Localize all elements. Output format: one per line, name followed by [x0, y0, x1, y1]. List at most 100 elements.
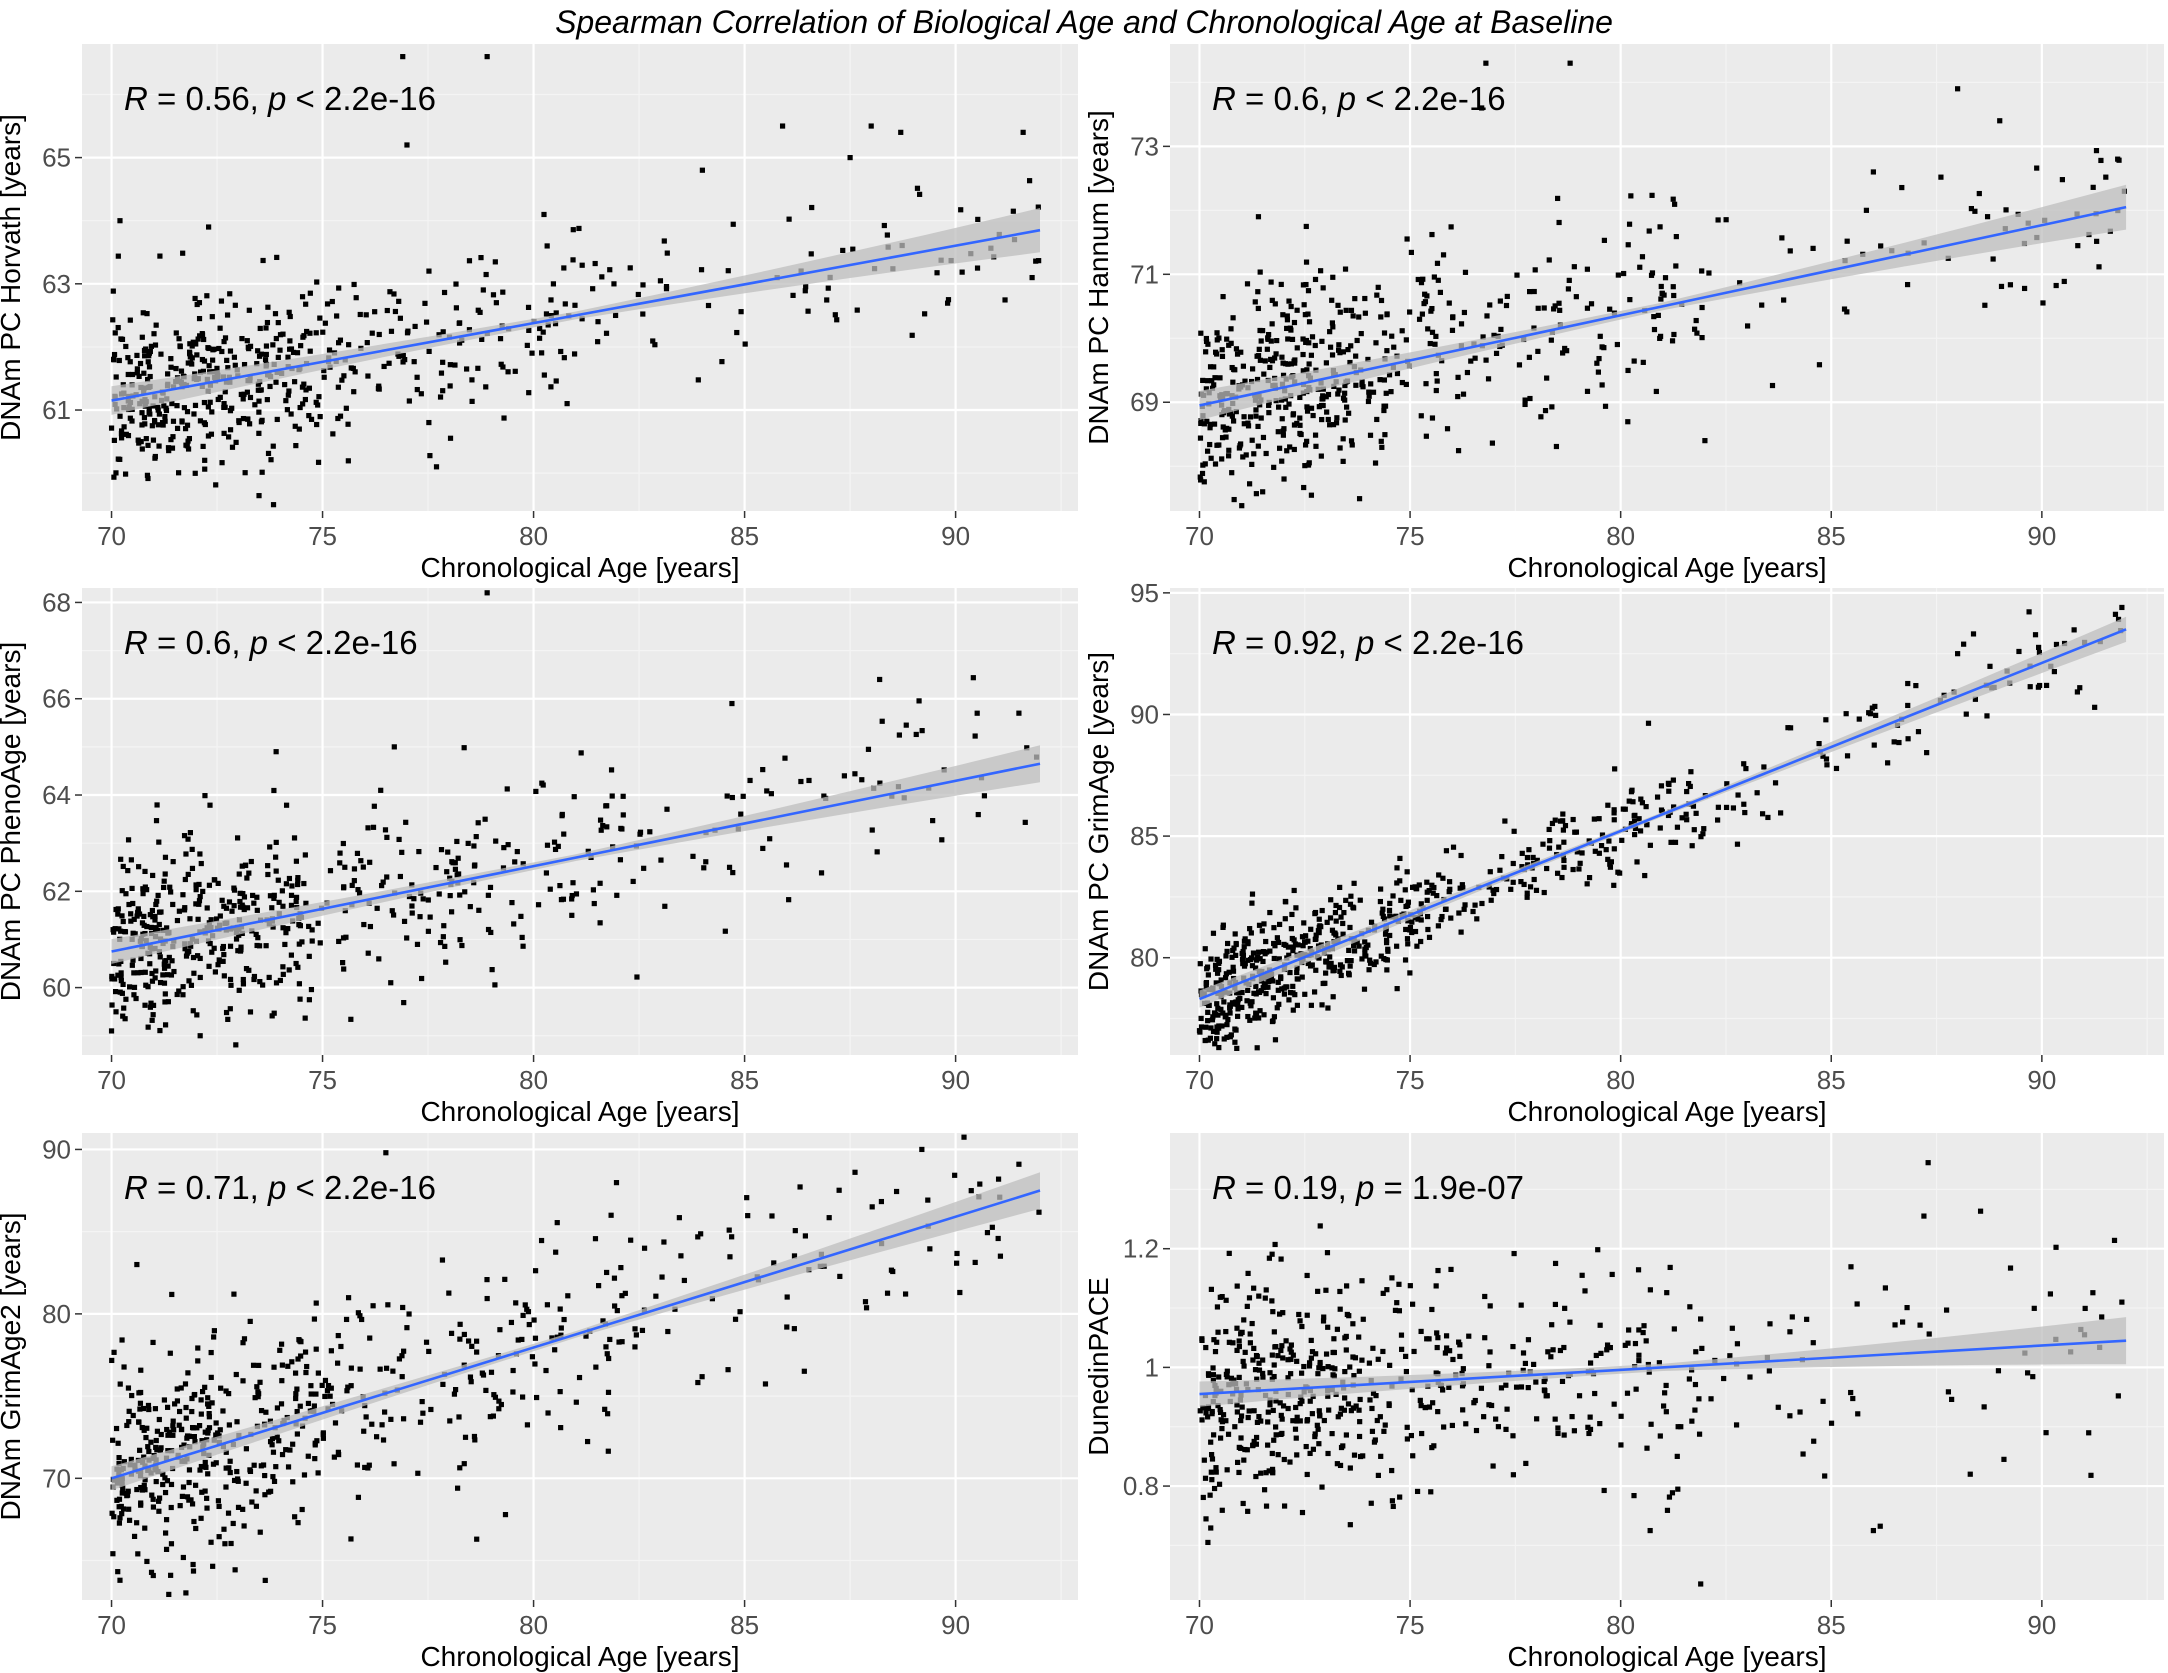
data-point — [120, 1506, 127, 1512]
data-point — [280, 903, 286, 909]
data-point — [1226, 411, 1233, 417]
data-point — [237, 948, 244, 954]
data-point — [2115, 156, 2121, 162]
data-point — [1254, 1045, 1260, 1051]
data-point — [1984, 214, 1991, 220]
data-point — [396, 298, 402, 304]
data-point — [1374, 292, 1380, 298]
data-point — [1690, 803, 1697, 809]
data-point — [152, 342, 159, 348]
data-point — [293, 1391, 299, 1397]
data-point — [1535, 305, 1541, 311]
data-point — [1617, 870, 1623, 876]
data-point — [350, 365, 356, 372]
data-point — [526, 1321, 532, 1328]
data-point — [220, 945, 226, 952]
data-point — [294, 1408, 300, 1415]
data-point — [1362, 951, 1368, 957]
data-point — [1587, 1360, 1594, 1366]
data-point — [1337, 350, 1343, 356]
data-point — [428, 1406, 434, 1413]
data-point — [479, 1370, 485, 1376]
data-point — [1569, 1414, 1575, 1420]
data-point — [493, 838, 499, 844]
data-point — [227, 291, 233, 297]
data-point — [1479, 105, 1485, 111]
data-point — [299, 1506, 305, 1513]
data-point — [227, 1469, 233, 1476]
data-point — [1882, 1285, 1889, 1291]
data-point — [1727, 1353, 1733, 1359]
data-point — [549, 1335, 555, 1341]
data-point — [1216, 1481, 1223, 1487]
data-point — [128, 918, 134, 924]
data-point — [304, 328, 310, 335]
data-point — [150, 1572, 156, 1579]
data-point — [382, 827, 389, 833]
data-point — [1261, 371, 1267, 377]
data-point — [1443, 906, 1449, 912]
data-point — [497, 1327, 503, 1333]
data-point — [1302, 991, 1308, 997]
data-point — [1654, 794, 1661, 800]
data-point — [1216, 1044, 1222, 1051]
data-point — [640, 282, 646, 288]
data-point — [241, 1336, 248, 1342]
data-point — [120, 1485, 126, 1491]
data-point — [167, 884, 173, 890]
data-point — [1404, 936, 1411, 942]
data-point — [315, 402, 321, 408]
data-point — [1527, 395, 1533, 402]
data-point — [1205, 1539, 1211, 1546]
data-point — [1560, 350, 1566, 356]
data-point — [1276, 445, 1283, 451]
data-point — [989, 1224, 995, 1230]
data-point — [1405, 941, 1411, 947]
data-point — [1730, 805, 1737, 811]
data-point — [450, 860, 456, 866]
data-point — [1348, 307, 1355, 313]
data-point — [2103, 174, 2109, 180]
data-point — [361, 921, 367, 928]
data-point — [1743, 765, 1749, 772]
data-point — [112, 988, 119, 995]
data-point — [1325, 1393, 1331, 1399]
data-point — [212, 969, 218, 975]
data-point — [1338, 1444, 1345, 1451]
data-point — [561, 831, 567, 837]
data-point — [308, 416, 315, 422]
data-point — [119, 1511, 125, 1517]
data-point — [616, 1339, 622, 1345]
data-point — [1662, 275, 1669, 281]
data-point — [1300, 351, 1306, 358]
data-point — [320, 329, 326, 335]
data-point — [206, 224, 212, 230]
data-point — [2043, 682, 2050, 689]
data-point — [282, 381, 288, 388]
data-point — [239, 335, 245, 342]
data-point — [1273, 351, 1279, 357]
data-point — [158, 1445, 164, 1451]
data-point — [1353, 382, 1359, 388]
data-point — [1407, 309, 1413, 315]
data-point — [622, 1290, 628, 1296]
data-point — [1470, 908, 1476, 915]
data-point — [1640, 1329, 1646, 1336]
y-tick-label: 70 — [42, 1463, 71, 1493]
data-point — [1455, 393, 1461, 400]
data-point — [244, 389, 250, 395]
data-point — [1273, 1398, 1279, 1404]
data-point — [1301, 484, 1307, 491]
data-point — [557, 1306, 563, 1312]
data-point — [695, 1234, 701, 1240]
data-point — [1659, 809, 1665, 815]
data-point — [1365, 942, 1371, 948]
data-point — [1550, 1347, 1556, 1353]
data-point — [1487, 869, 1493, 875]
data-point — [2090, 1290, 2096, 1296]
data-point — [1871, 742, 1877, 748]
data-point — [524, 1306, 530, 1312]
data-point — [1280, 312, 1286, 318]
data-point — [108, 425, 115, 431]
